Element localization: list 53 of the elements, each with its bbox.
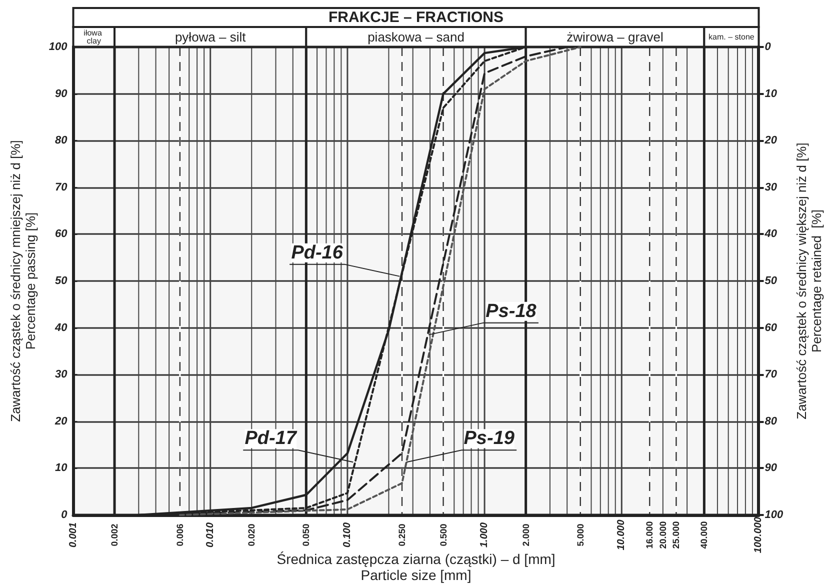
x-tick-label: 0.001: [68, 522, 79, 548]
x-tick-label: 1.000: [479, 522, 490, 548]
x-tick-label: 0.050: [301, 524, 312, 546]
y2-tick-label: 40: [764, 228, 778, 240]
y-axis-title: Zawartość cząstek o średnicy mniejszej niż d [%] Percentage passing [%]: [8, 140, 38, 422]
y-tick-label: 40: [54, 322, 68, 334]
x-tick-label: 100.000: [753, 516, 764, 554]
x-tick-label: 16.000: [644, 521, 655, 549]
annotation: Ps-18: [486, 300, 537, 322]
y-tick-label: 30: [55, 368, 68, 381]
y-tick-label: 90: [55, 88, 68, 100]
y-tick-label: 60: [55, 228, 68, 240]
y2-tick-label: 80: [764, 415, 778, 428]
y2-tick-label: 90: [764, 462, 778, 474]
y-tick-label: 20: [54, 415, 68, 428]
band-label: pyłowa – silt: [174, 30, 246, 44]
x-tick-label: 2.000: [520, 524, 531, 546]
annotation: Pd-17: [244, 428, 298, 450]
x-tick-label: 0.500: [438, 524, 448, 546]
y2-axis-title: Zawartość cząstek o średnicy większej niż d [%] Percentage retained [%]: [794, 142, 824, 420]
band-label: kam. – stone: [708, 32, 755, 42]
y2-tick-label: 0: [764, 41, 772, 53]
x-tick-label: 0.002: [110, 524, 120, 546]
x-tick-label: 0.020: [246, 524, 257, 546]
y2-tick-label: 10: [764, 88, 778, 100]
x-tick-label: 0.010: [204, 522, 216, 548]
y2-tick-label: 70: [764, 368, 778, 381]
band-label: iłowa clay: [84, 28, 104, 46]
y-tick-label: 80: [55, 134, 68, 147]
y-tick-label: 0: [61, 509, 68, 521]
annotation: Ps-19: [464, 428, 515, 450]
y-tick-label: 10: [55, 462, 68, 474]
y-tick-label: 100: [48, 41, 68, 53]
y2-tick-label: 20: [764, 134, 778, 147]
y-tick-label: 70: [55, 181, 68, 194]
y2-tick-label: 100: [764, 509, 784, 521]
band-label: żwirowa – gravel: [566, 30, 664, 44]
y-tick-label: 50: [55, 275, 68, 287]
x-tick-label: 0.006: [174, 524, 185, 546]
x-tick-label: 25.000: [671, 521, 682, 549]
x-tick-label: 10.000: [616, 519, 628, 550]
x-tick-label: 0.250: [397, 524, 408, 546]
x-tick-label: 0.100: [342, 522, 353, 548]
x-tick-label: 40.000: [699, 521, 710, 549]
band-label: piaskowa – sand: [368, 30, 464, 44]
annotation: Pd-16: [291, 242, 344, 264]
x-tick-label: 20.000: [658, 521, 668, 549]
chart-title: FRAKCJE – FRACTIONS: [328, 9, 504, 26]
x-axis-title: Średnica zastępcza ziarna (cząstki) – d [mm] Particle size [mm]: [276, 551, 556, 583]
y2-tick-label: 60: [764, 322, 778, 334]
x-tick-label: 5.000: [575, 524, 586, 546]
y2-tick-label: 50: [764, 275, 778, 287]
y2-tick-label: 30: [764, 181, 778, 194]
